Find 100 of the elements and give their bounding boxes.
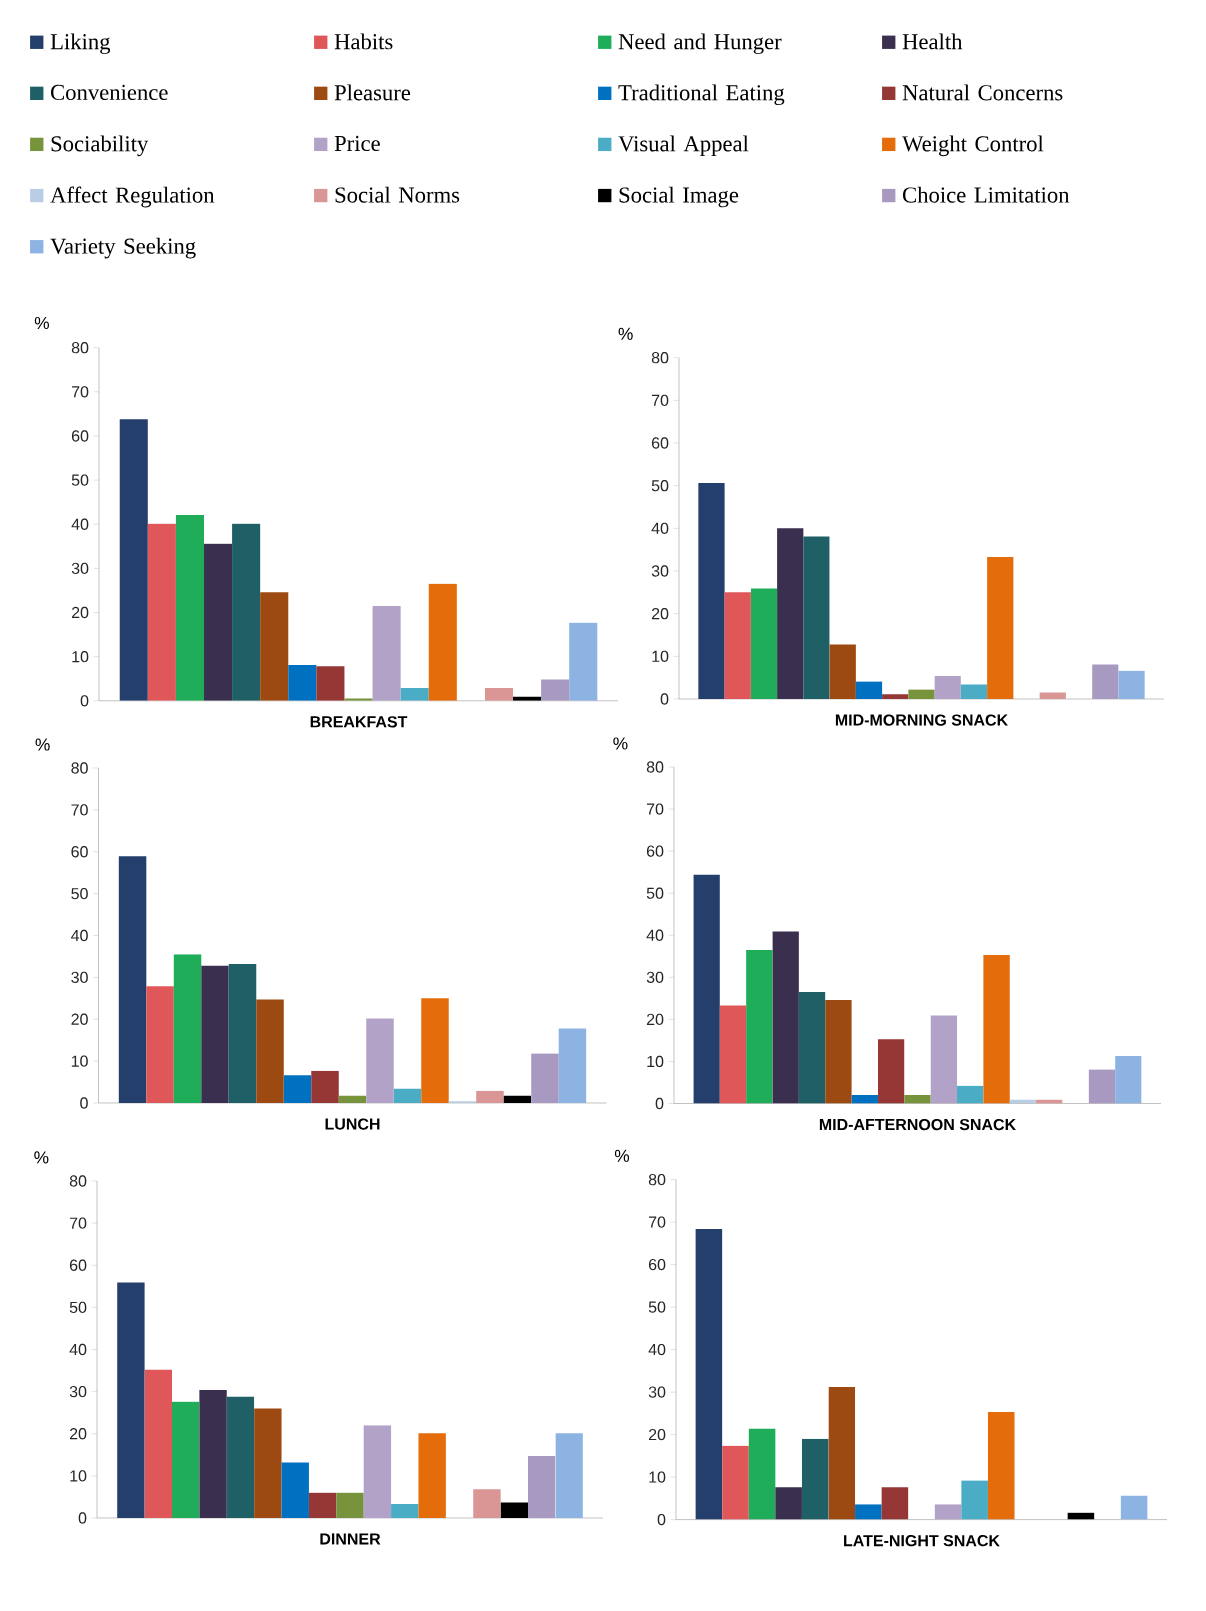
bar bbox=[798, 992, 826, 1104]
bar bbox=[1088, 1069, 1116, 1104]
bar bbox=[1092, 664, 1119, 699]
bar bbox=[803, 536, 830, 699]
bar bbox=[484, 687, 514, 701]
bar bbox=[957, 1085, 984, 1104]
y-tick-label: 40 bbox=[648, 1343, 666, 1356]
y-tick-label: 40 bbox=[71, 518, 89, 530]
bar bbox=[828, 1387, 856, 1520]
y-tick-label: 40 bbox=[651, 522, 669, 534]
y-tick-label: 80 bbox=[648, 1173, 666, 1186]
bar bbox=[772, 931, 799, 1104]
y-tick-label: 70 bbox=[69, 1217, 87, 1229]
bar bbox=[203, 543, 233, 701]
bar bbox=[881, 1487, 909, 1520]
bar bbox=[308, 1492, 337, 1518]
bar bbox=[531, 1053, 559, 1103]
y-tick-label: 20 bbox=[651, 608, 669, 620]
bar bbox=[1039, 692, 1066, 699]
bar bbox=[254, 1408, 282, 1518]
legend-label: Liking bbox=[50, 33, 111, 55]
bar bbox=[908, 689, 935, 699]
y-tick-label: 0 bbox=[655, 1097, 664, 1110]
bar bbox=[724, 592, 751, 699]
y-tick-label: 40 bbox=[646, 929, 664, 941]
bar bbox=[316, 666, 345, 701]
y-tick-label: 80 bbox=[71, 342, 89, 354]
bar bbox=[719, 1005, 747, 1104]
y-tick-label: 50 bbox=[651, 480, 669, 492]
bar bbox=[428, 583, 457, 701]
bar bbox=[338, 1095, 367, 1103]
legend-label: Convenience bbox=[51, 84, 168, 101]
bar bbox=[391, 1504, 419, 1518]
bar bbox=[283, 1075, 312, 1103]
y-tick-label: 10 bbox=[72, 651, 89, 663]
legend-label: Social Norms bbox=[335, 186, 460, 203]
legend-label: Need and Hunger bbox=[618, 33, 782, 55]
legend-label: Social Image bbox=[619, 186, 739, 208]
y-tick-label: 10 bbox=[652, 650, 669, 662]
bar bbox=[146, 986, 174, 1103]
bar bbox=[500, 1502, 529, 1518]
bar bbox=[226, 1396, 255, 1518]
y-axis-title: % bbox=[34, 316, 50, 330]
bar bbox=[558, 1028, 587, 1103]
bar bbox=[987, 1412, 1015, 1520]
y-axis-title: % bbox=[35, 738, 50, 751]
legend-label: Choice Limitation bbox=[902, 186, 1070, 203]
bar bbox=[882, 694, 909, 699]
y-tick-label: 50 bbox=[648, 1301, 666, 1313]
bar bbox=[363, 1425, 392, 1518]
bar bbox=[960, 684, 988, 699]
x-tick-label: MID-AFTERNOON SNACK bbox=[819, 1118, 1016, 1131]
bar bbox=[528, 1456, 556, 1518]
bar bbox=[934, 675, 961, 699]
bar bbox=[393, 1088, 422, 1103]
y-tick-label: 70 bbox=[71, 386, 89, 398]
bar bbox=[930, 1015, 958, 1104]
y-tick-label: 50 bbox=[69, 1301, 87, 1314]
y-tick-label: 10 bbox=[649, 1471, 666, 1483]
bar bbox=[750, 588, 778, 699]
bar bbox=[877, 1039, 905, 1104]
x-tick-label: BREAKFAST bbox=[310, 716, 408, 728]
y-tick-label: 80 bbox=[651, 352, 669, 364]
bar bbox=[173, 954, 202, 1103]
legend-label: Price bbox=[334, 135, 380, 152]
legend-label: Health bbox=[902, 33, 963, 50]
bar bbox=[232, 523, 261, 701]
y-tick-label: 60 bbox=[69, 1259, 87, 1271]
y-axis-title: % bbox=[34, 1151, 49, 1164]
bar bbox=[117, 1282, 145, 1518]
bar bbox=[801, 1438, 829, 1520]
x-tick-label: LUNCH bbox=[325, 1118, 380, 1130]
bar bbox=[372, 605, 401, 701]
bar bbox=[366, 1018, 394, 1103]
bar bbox=[855, 681, 883, 699]
bar bbox=[260, 592, 289, 701]
bar bbox=[541, 679, 570, 701]
y-tick-label: 60 bbox=[648, 1258, 666, 1271]
legend-label: Weight Control bbox=[902, 135, 1044, 157]
bar bbox=[748, 1428, 776, 1520]
y-tick-label: 30 bbox=[646, 971, 664, 983]
y-tick-label: 40 bbox=[71, 929, 88, 942]
y-tick-label: 30 bbox=[651, 565, 669, 577]
y-tick-label: 60 bbox=[71, 846, 88, 858]
bar bbox=[199, 1389, 227, 1518]
bar bbox=[400, 687, 429, 701]
y-tick-label: 80 bbox=[71, 762, 88, 774]
bar bbox=[1118, 670, 1145, 699]
y-tick-label: 0 bbox=[660, 693, 669, 705]
bar bbox=[421, 998, 449, 1103]
bar bbox=[1115, 1055, 1142, 1104]
y-tick-label: 70 bbox=[646, 803, 664, 815]
y-tick-label: 10 bbox=[647, 1055, 664, 1068]
bar bbox=[722, 1445, 749, 1520]
y-tick-label: 0 bbox=[80, 1097, 88, 1109]
bar bbox=[336, 1492, 364, 1518]
bar bbox=[144, 1369, 172, 1518]
bar bbox=[825, 1000, 852, 1104]
y-tick-label: 30 bbox=[648, 1386, 666, 1398]
bar bbox=[987, 556, 1014, 699]
